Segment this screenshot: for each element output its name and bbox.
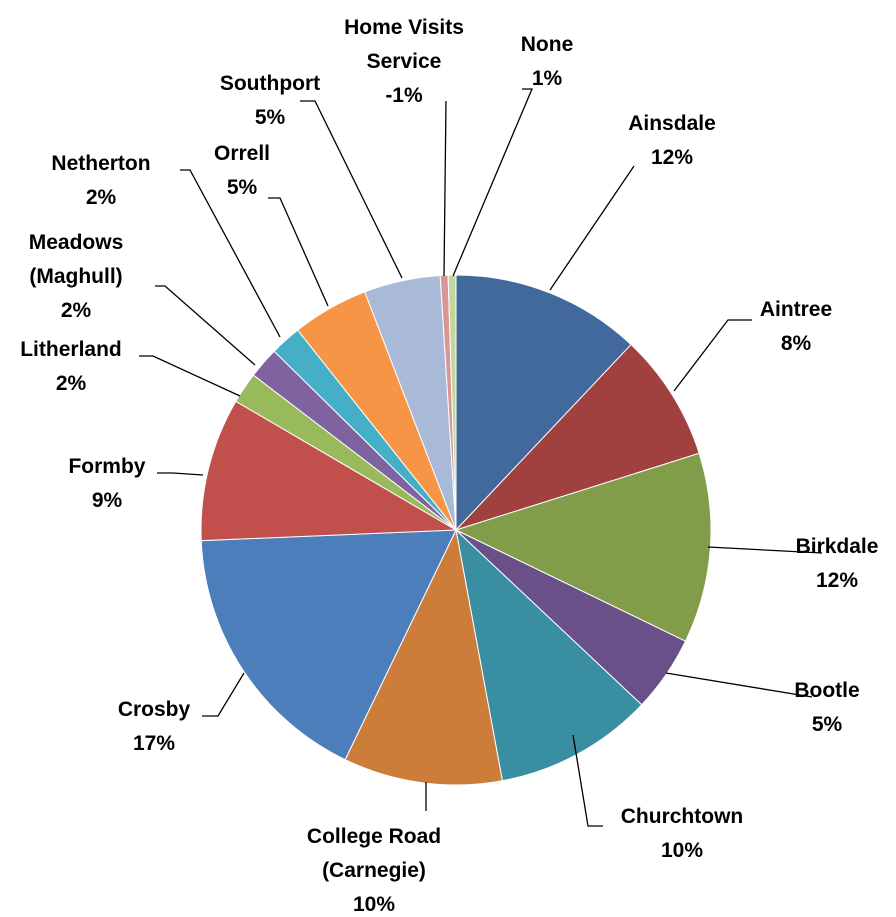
label-meadows-maghull: Meadows (Maghull) 2% bbox=[29, 231, 124, 322]
leader-bootle bbox=[665, 672, 813, 698]
percent-label: 10% bbox=[353, 893, 395, 916]
percent-label: 2% bbox=[56, 372, 87, 395]
slice-birkdale bbox=[454, 452, 712, 642]
label-netherton: Netherton 2% bbox=[51, 152, 150, 209]
slice-college-road-carnegie bbox=[344, 528, 503, 786]
leader-netherton bbox=[180, 169, 281, 338]
label-orrell: Orrell 5% bbox=[214, 142, 270, 199]
leader-southport bbox=[300, 100, 403, 279]
percent-label: 9% bbox=[92, 489, 123, 512]
leader-meadows-maghull bbox=[155, 285, 256, 366]
leader-none bbox=[452, 88, 533, 277]
category-label: Aintree bbox=[760, 298, 832, 321]
percent-label: 17% bbox=[133, 732, 175, 755]
leader-ainsdale bbox=[549, 165, 635, 291]
label-bootle: Bootle 5% bbox=[794, 679, 859, 736]
percent-label: 10% bbox=[661, 839, 703, 862]
slice-none bbox=[447, 274, 457, 531]
category-label: Crosby bbox=[118, 698, 191, 721]
slice-churchtown bbox=[455, 528, 643, 782]
label-southport: Southport 5% bbox=[220, 72, 320, 129]
category-label: Litherland bbox=[20, 338, 122, 361]
category-label: Orrell bbox=[214, 142, 270, 165]
percent-label: 5% bbox=[255, 106, 286, 129]
percent-label: 12% bbox=[651, 146, 693, 169]
category-label: Bootle bbox=[794, 679, 859, 702]
percent-label: 2% bbox=[86, 186, 117, 209]
category-label: College Road bbox=[307, 825, 441, 848]
leader-birkdale bbox=[707, 546, 823, 554]
slice-ainsdale bbox=[455, 274, 632, 532]
label-churchtown: Churchtown 10% bbox=[621, 805, 743, 862]
percent-label: 2% bbox=[61, 299, 92, 322]
category-label: Home Visits bbox=[344, 16, 464, 39]
leader-litherland bbox=[139, 355, 241, 397]
slice-aintree bbox=[454, 343, 700, 532]
leader-crosby bbox=[202, 672, 245, 717]
label-home-visits-service: Home Visits Service -1% bbox=[344, 16, 464, 107]
category-label: Service bbox=[367, 50, 442, 73]
label-none: None 1% bbox=[521, 33, 574, 90]
leader-churchtown bbox=[572, 734, 603, 827]
leader-home-visits-service bbox=[443, 100, 447, 277]
slice-crosby bbox=[200, 529, 457, 761]
label-litherland: Litherland 2% bbox=[20, 338, 122, 395]
leader-lines bbox=[139, 88, 823, 827]
leader-orrell bbox=[268, 197, 329, 307]
leader-formby bbox=[157, 472, 204, 476]
percent-label: 1% bbox=[532, 67, 563, 90]
label-ainsdale: Ainsdale 12% bbox=[628, 112, 716, 169]
category-label: Ainsdale bbox=[628, 112, 716, 135]
label-aintree: Aintree 8% bbox=[760, 298, 832, 355]
category-label: Meadows bbox=[29, 231, 124, 254]
percent-label: 5% bbox=[227, 176, 258, 199]
label-formby: Formby 9% bbox=[68, 455, 145, 512]
percent-label: 12% bbox=[816, 569, 858, 592]
percent-label: -1% bbox=[385, 84, 423, 107]
category-label: (Maghull) bbox=[29, 265, 122, 288]
slice-formby bbox=[200, 400, 458, 542]
category-label: Netherton bbox=[51, 152, 150, 175]
pie-slices bbox=[200, 274, 712, 786]
slice-labels: Ainsdale 12% Aintree 8% Birkdale 12% Bootle 5% C… bbox=[20, 16, 878, 916]
category-label: Birkdale bbox=[796, 535, 879, 558]
category-label: None bbox=[521, 33, 574, 56]
category-label: Formby bbox=[68, 455, 145, 478]
label-college-road-carnegie: College Road (Carnegie) 10% bbox=[307, 825, 441, 916]
category-label: (Carnegie) bbox=[322, 859, 426, 882]
leader-aintree bbox=[673, 319, 752, 392]
category-label: Southport bbox=[220, 72, 320, 95]
category-label: Churchtown bbox=[621, 805, 743, 828]
label-crosby: Crosby 17% bbox=[118, 698, 191, 755]
label-birkdale: Birkdale 12% bbox=[796, 535, 879, 592]
percent-label: 5% bbox=[812, 713, 843, 736]
percent-label: 8% bbox=[781, 332, 812, 355]
